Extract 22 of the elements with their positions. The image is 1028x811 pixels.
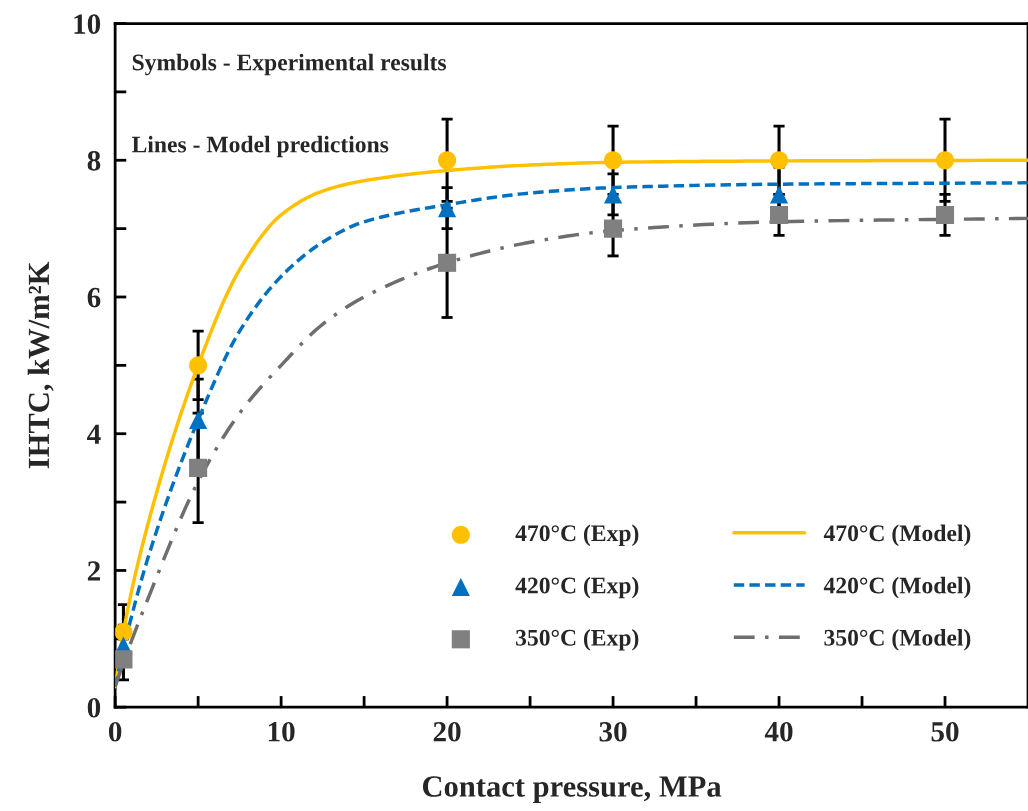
y-tick-label: 4 (87, 424, 101, 444)
x-tick-label: 0 (108, 721, 122, 742)
x-tick-label: 30 (599, 721, 627, 742)
x-axis-title: Contact pressure, MPa (422, 776, 722, 804)
x-tick-label: 40 (764, 721, 793, 742)
x-tick-label: 10 (268, 721, 295, 742)
legend-label: 470°C (Exp) (515, 524, 639, 547)
legend-label: 350°C (Model) (824, 629, 971, 651)
y-tick-label: 0 (87, 697, 101, 718)
annotation: Symbols - Experimental results (132, 53, 447, 76)
legend-label: 420°C (Exp) (515, 576, 639, 599)
legend-label: 420°C (Model) (823, 576, 971, 599)
annotation: Lines - Model predictions (131, 135, 389, 158)
y-tick-label: 2 (87, 561, 100, 581)
x-tick-label: 50 (931, 721, 959, 742)
y-tick-label: 6 (87, 287, 101, 308)
y-axis-title: IHTC, kW/m²K (27, 261, 54, 469)
x-tick-label: 20 (433, 721, 461, 742)
y-tick-label: 10 (74, 14, 101, 34)
legend-label: 350°C (Exp) (516, 629, 639, 651)
y-tick-label: 8 (87, 150, 101, 171)
legend-label: 470°C (Model) (823, 524, 971, 547)
